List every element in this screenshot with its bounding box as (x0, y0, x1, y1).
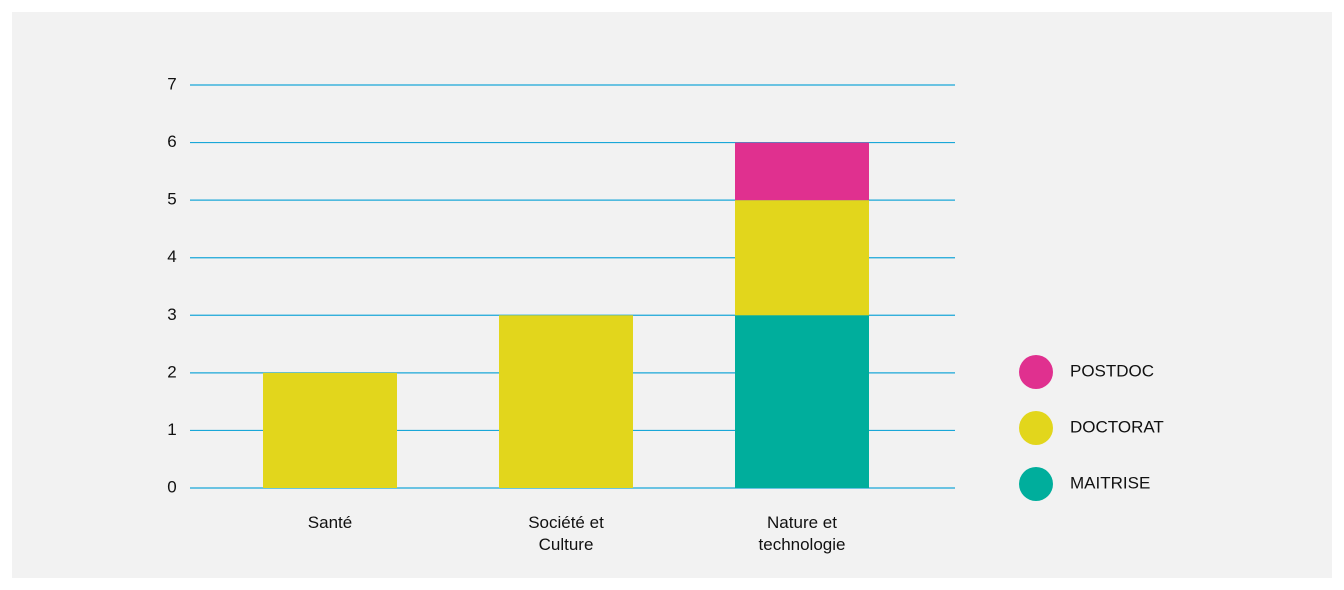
bar-segment (735, 200, 869, 316)
y-tick-label: 6 (167, 132, 176, 151)
bar-segment (499, 315, 633, 488)
legend-label: DOCTORAT (1070, 417, 1164, 436)
legend-label: POSTDOC (1070, 361, 1154, 380)
x-tick-label: Société et Culture (528, 513, 604, 554)
y-tick-label: 5 (167, 190, 176, 209)
legend-swatch (1019, 355, 1053, 389)
x-tick-label: Santé (307, 513, 353, 532)
y-tick-label: 3 (167, 305, 176, 324)
panel (12, 12, 1332, 578)
x-tick-label: Nature et technologie (758, 513, 846, 554)
legend-swatch (1019, 411, 1053, 445)
bar-segment (263, 372, 397, 488)
y-tick-label: 2 (167, 362, 176, 381)
y-tick-label: 1 (167, 420, 176, 439)
legend-swatch (1019, 467, 1053, 501)
y-tick-label: 7 (167, 74, 176, 93)
y-tick-label: 0 (167, 477, 176, 496)
bar-segment (735, 315, 869, 488)
bar-segment (735, 142, 869, 201)
y-tick-label: 4 (167, 247, 176, 266)
legend-label: MAITRISE (1070, 473, 1150, 492)
